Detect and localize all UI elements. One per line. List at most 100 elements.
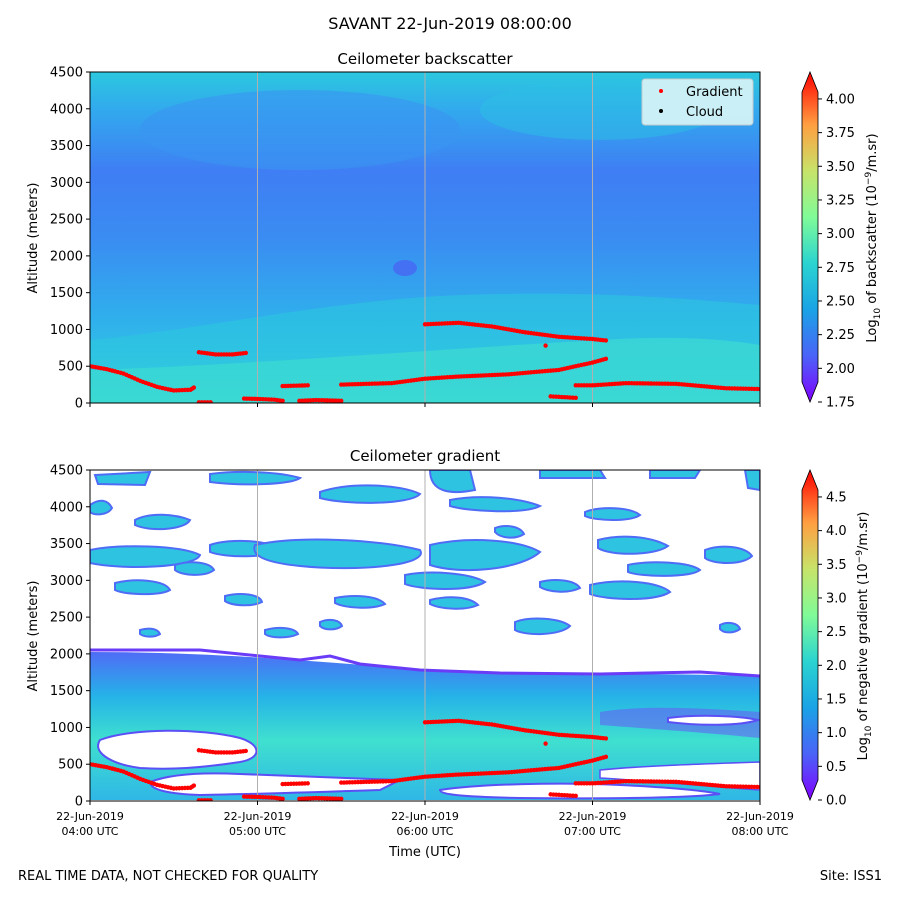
xtick-time-label: 05:00 UTC [229,825,286,838]
gradient-point [339,398,344,403]
xtick-date-label: 22-Jun-2019 [224,810,292,823]
colorbar-tick-label: 4.5 [826,490,847,505]
xtick-date-label: 22-Jun-2019 [56,810,124,823]
ytick-label: 3000 [50,176,83,191]
panel2-ylabel: Altitude (meters) [26,581,41,692]
gradient-colorbar [801,468,819,802]
gradient-point [543,741,548,746]
colorbar-tick-label: 3.5 [826,558,847,573]
xtick-time-label: 07:00 UTC [564,825,621,838]
ytick-label: 3000 [50,574,83,589]
gradient-point [573,793,578,799]
ytick-label: 3500 [50,537,83,552]
legend-gradient-marker [659,89,663,93]
gradient-point [543,343,548,348]
colorbar-tick-label: 0.5 [826,760,847,775]
quality-disclaimer: REAL TIME DATA, NOT CHECKED FOR QUALITY [18,869,319,884]
colorbar2-label: Log10 of negative gradient (10−9/m.sr) [855,512,874,761]
colorbar1-ticks: 1.75 2.00 2.25 2.50 2.75 3.00 3.25 3.50 3.75 4.00 [818,92,855,411]
gradient-point [757,784,760,790]
ytick-label: 0 [75,397,83,412]
gradient-point [243,350,248,356]
gradient-point [305,781,310,786]
colorbar-tick-label: 3.75 [826,126,855,141]
legend: Gradient Cloud [641,78,754,126]
panel2-yticks: 0 500 1000 1500 2000 2500 3000 3500 4000 4500 [50,464,90,810]
colorbar-tick-label: 2.25 [826,328,855,343]
ytick-label: 0 [75,795,83,810]
panel2-xticks: 22-Jun-2019 04:00 UTC 22-Jun-2019 05:00 UTC… [56,801,794,838]
colorbar-tick-label: 3.25 [826,193,855,208]
gradient-point [191,385,197,390]
gradient-point [339,796,344,801]
gradient-point [243,748,248,754]
gradient-point [191,783,197,788]
colorbar-tick-label: 1.0 [826,726,847,741]
colorbar-tick-label: 1.5 [826,692,847,707]
gradient-points-panel2 [90,718,760,801]
ytick-label: 1000 [50,323,83,338]
gradient-point [280,796,285,801]
gradient-point [757,386,760,392]
gradient-point [603,736,609,741]
ytick-label: 1000 [50,721,83,736]
gradient-point [208,400,213,403]
ytick-label: 2000 [50,249,83,264]
legend-cloud-marker [659,109,663,113]
colorbar-tick-label: 3.0 [826,591,847,606]
xtick-date-label: 22-Jun-2019 [726,810,794,823]
ytick-label: 500 [58,360,83,375]
colorbar-tick-label: 2.75 [826,261,855,276]
ytick-label: 3500 [50,139,83,154]
colorbar-tick-label: 4.0 [826,524,847,539]
ytick-label: 4000 [50,500,83,515]
ytick-label: 4500 [50,66,83,81]
gradient-points-panel1 [90,320,760,403]
colorbar-tick-label: 2.0 [826,659,847,674]
ytick-label: 2000 [50,647,83,662]
ytick-label: 1500 [50,684,83,699]
panel1-title: Ceilometer backscatter [337,50,513,68]
colorbar-tick-label: 0.0 [826,794,847,809]
ytick-label: 4500 [50,464,83,479]
xtick-date-label: 22-Jun-2019 [559,810,627,823]
gradient-point [603,338,609,343]
colorbar-tick-label: 3.50 [826,160,855,175]
gradient-point [305,383,310,388]
panel2-gridlines [257,470,593,801]
figure-title: SAVANT 22-Jun-2019 08:00:00 [328,14,572,33]
xtick-time-label: 06:00 UTC [396,825,453,838]
panel2-xlabel: Time (UTC) [388,845,461,860]
colorbar-tick-label: 4.00 [826,92,855,107]
site-label: Site: ISS1 [819,869,882,884]
ytick-label: 1500 [50,286,83,301]
colorbar-tick-label: 2.5 [826,625,847,640]
colorbar-tick-label: 1.75 [826,396,855,411]
gradient-point [573,395,578,401]
panel1-ylabel: Altitude (meters) [26,183,41,294]
xtick-time-label: 04:00 UTC [61,825,118,838]
ytick-label: 2500 [50,611,83,626]
panel1-yticks: 0 500 1000 1500 2000 2500 3000 3500 4000 4500 [50,66,90,412]
panel1-xticks [89,403,761,407]
panel1-gridlines [257,72,593,403]
colorbar1-label: Log10 of backscatter (10−9/m.sr) [864,133,883,342]
legend-gradient-label: Gradient [686,85,743,100]
backscatter-colorbar [801,70,819,404]
xtick-date-label: 22-Jun-2019 [391,810,459,823]
panel2-title: Ceilometer gradient [350,447,500,465]
ytick-label: 2500 [50,213,83,228]
colorbar-tick-label: 2.50 [826,294,855,309]
colorbar-tick-label: 2.00 [826,362,855,377]
legend-cloud-label: Cloud [686,105,723,120]
gradient-point [603,754,609,760]
colorbar2-ticks: 0.0 0.5 1.0 1.5 2.0 2.5 3.0 3.5 4.0 4.5 [818,490,847,809]
colorbar-tick-label: 3.00 [826,227,855,242]
gradient-point [280,398,285,403]
gradient-point [208,798,213,801]
xtick-time-label: 08:00 UTC [731,825,788,838]
gradient-point [603,356,609,362]
ytick-label: 4000 [50,102,83,117]
ytick-label: 500 [58,758,83,773]
